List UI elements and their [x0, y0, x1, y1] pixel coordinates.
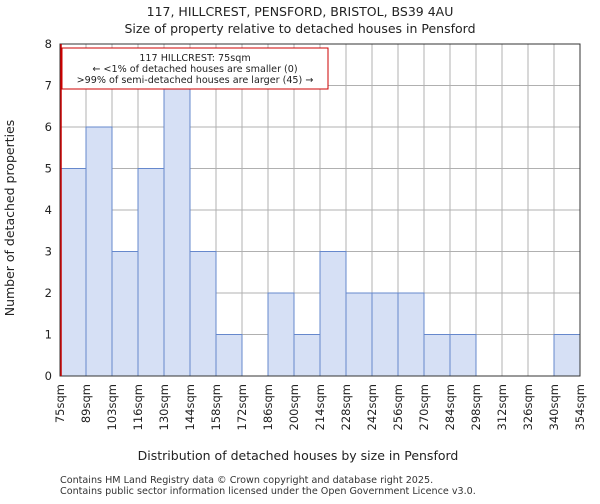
- bar-130sqm: [163, 85, 191, 377]
- x-tick-116sqm: 116sqm: [131, 384, 145, 430]
- bar-270sqm: [423, 334, 451, 377]
- x-tick-340sqm: 340sqm: [547, 384, 561, 430]
- x-tick-242sqm: 242sqm: [365, 384, 379, 430]
- bar-200sqm: [293, 334, 321, 377]
- x-tick-298sqm: 298sqm: [469, 384, 483, 430]
- y-tick-7: 7: [45, 79, 52, 93]
- x-tick-186sqm: 186sqm: [261, 384, 275, 430]
- bar-158sqm: [215, 334, 243, 377]
- x-tick-103sqm: 103sqm: [105, 384, 119, 430]
- x-tick-158sqm: 158sqm: [209, 384, 223, 430]
- x-tick-89sqm: 89sqm: [79, 384, 93, 423]
- bar-103sqm: [111, 251, 139, 377]
- bars: [59, 85, 581, 377]
- y-tick-3: 3: [45, 245, 52, 259]
- bar-144sqm: [189, 251, 217, 377]
- bar-116sqm: [137, 168, 165, 377]
- y-tick-8: 8: [45, 37, 52, 51]
- x-tick-130sqm: 130sqm: [157, 384, 171, 430]
- bar-256sqm: [397, 292, 425, 377]
- y-tick-labels: 0 1 2 3 4 5 6 7 8: [45, 37, 52, 383]
- y-tick-5: 5: [45, 162, 52, 176]
- bar-284sqm: [449, 334, 477, 377]
- x-tick-144sqm: 144sqm: [183, 384, 197, 430]
- bar-242sqm: [371, 292, 399, 377]
- footer-line-1: Contains HM Land Registry data © Crown c…: [60, 475, 433, 486]
- annotation-box: 117 HILLCREST: 75sqm ← <1% of detached h…: [61, 47, 329, 90]
- bar-89sqm: [85, 126, 113, 377]
- x-tick-228sqm: 228sqm: [339, 384, 353, 430]
- annotation-line-3: >99% of semi-detached houses are larger …: [77, 75, 314, 86]
- chart-title: 117, HILLCREST, PENSFORD, BRISTOL, BS39 …: [147, 4, 454, 19]
- y-tick-0: 0: [45, 369, 52, 383]
- plot-frame: [59, 43, 581, 377]
- x-tick-200sqm: 200sqm: [287, 384, 301, 430]
- x-tick-labels: 75sqm 89sqm 103sqm 116sqm 130sqm 144sqm 158sqm…: [53, 384, 587, 430]
- bar-228sqm: [345, 292, 373, 377]
- x-tick-284sqm: 284sqm: [443, 384, 457, 430]
- annotation-line-1: 117 HILLCREST: 75sqm: [139, 53, 250, 64]
- annotation-border: [61, 47, 329, 90]
- bar-75sqm: [59, 168, 87, 377]
- x-tick-214sqm: 214sqm: [313, 384, 327, 430]
- x-tick-270sqm: 270sqm: [417, 384, 431, 430]
- bar-186sqm: [267, 292, 295, 377]
- bar-214sqm: [319, 251, 347, 377]
- footer-line-2: Contains public sector information licen…: [60, 486, 476, 497]
- x-tick-354sqm: 354sqm: [573, 384, 587, 430]
- y-axis-label: Number of detached properties: [2, 120, 17, 317]
- x-tick-256sqm: 256sqm: [391, 384, 405, 430]
- bar-340sqm: [553, 334, 581, 377]
- x-tick-312sqm: 312sqm: [495, 384, 509, 430]
- chart-subtitle: Size of property relative to detached ho…: [124, 21, 475, 36]
- y-tick-1: 1: [45, 328, 52, 342]
- annotation-line-2: ← <1% of detached houses are smaller (0): [92, 64, 297, 75]
- x-tick-172sqm: 172sqm: [235, 384, 249, 430]
- x-tick-326sqm: 326sqm: [521, 384, 535, 430]
- x-tick-75sqm: 75sqm: [53, 384, 67, 423]
- y-tick-6: 6: [45, 120, 52, 134]
- y-tick-2: 2: [45, 286, 52, 300]
- x-axis-label: Distribution of detached houses by size …: [138, 448, 459, 463]
- y-tick-4: 4: [45, 203, 52, 217]
